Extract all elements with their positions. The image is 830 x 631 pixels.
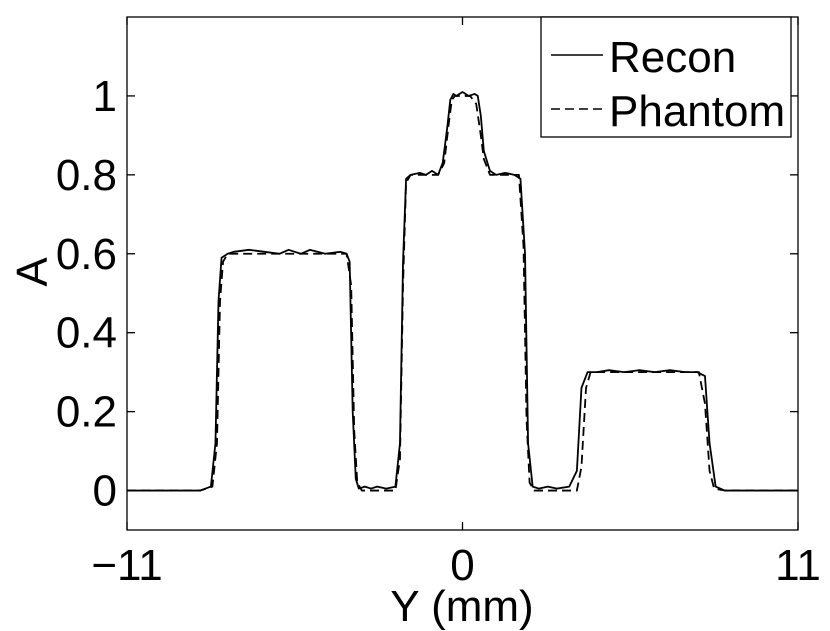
x-tick-label: −11: [91, 541, 162, 590]
y-tick-label: 0.2: [56, 388, 117, 437]
legend: Recon Phantom: [540, 16, 792, 138]
legend-label-recon: Recon: [609, 33, 736, 82]
series-line-phantom: [127, 95, 798, 492]
y-tick-label: 1: [93, 72, 117, 121]
x-axis-label: Y (mm): [390, 582, 533, 631]
series-line-recon: [127, 91, 798, 492]
y-tick-label: 0.4: [56, 309, 117, 358]
plot-area: 0 0.2 0.4 0.6 0.8 1 −11 0 11: [56, 16, 821, 590]
x-tick-label: 11: [775, 541, 821, 590]
legend-box: [540, 16, 792, 138]
legend-label-phantom: Phantom: [609, 87, 785, 136]
x-tick-label: 0: [450, 541, 474, 590]
y-tick-label: 0: [93, 467, 117, 516]
y-tick-label: 0.6: [56, 230, 117, 279]
y-axis-label: A: [8, 257, 57, 287]
y-tick-label: 0.8: [56, 151, 117, 200]
